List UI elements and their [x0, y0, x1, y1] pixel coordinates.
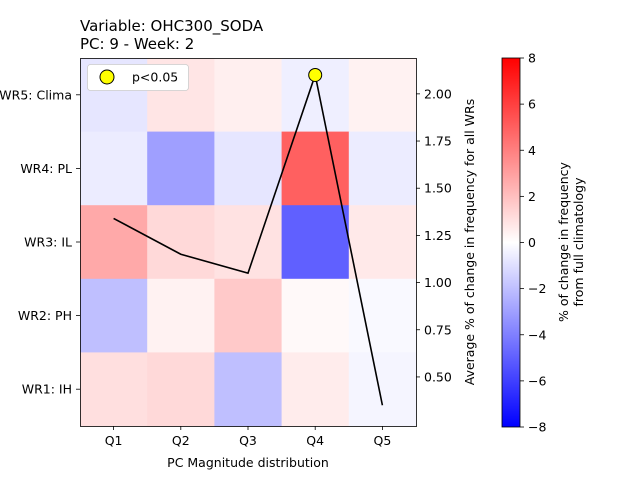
x-tick-label: Q1 [105, 433, 123, 448]
heatmap-cell [80, 278, 148, 353]
plot-frame [80, 58, 417, 427]
legend-box [87, 64, 189, 91]
colorbar-tick-label: 0 [528, 235, 536, 250]
legend: p<0.05 [87, 64, 189, 91]
right-tick-label: 1.25 [424, 228, 452, 243]
heatmap-cell [348, 131, 417, 206]
heatmap-cell [348, 352, 417, 427]
colorbar-tick-label: −8 [528, 420, 546, 435]
right-tick-label: 0.50 [424, 369, 452, 384]
colorbar-tick-label: 4 [528, 143, 536, 158]
y-tick-label: WR4: PL [20, 161, 72, 176]
heatmap-cell [281, 131, 350, 206]
colorbar-label-line-2: from full climatology [571, 177, 586, 307]
heatmap-cell [80, 352, 148, 427]
colorbar-tick-label: −6 [528, 373, 546, 388]
heatmap-cell [281, 205, 350, 280]
right-tick-label: 1.50 [424, 181, 452, 196]
heatmap-cell [214, 278, 283, 353]
right-axis-label: Average % of change in frequency for all… [462, 99, 477, 386]
colorbar: −8 −6 −4 −2 0 2 4 6 8 % of change in frequency f… [501, 51, 586, 435]
right-tick-label: 0.75 [424, 322, 452, 337]
x-tick-label: Q4 [306, 433, 324, 448]
right-tick-label: 2.00 [424, 86, 452, 101]
heatmap-cell [147, 352, 215, 427]
significance-markers [308, 67, 323, 82]
heatmap-cell [214, 352, 283, 427]
x-tick-label: Q5 [374, 433, 392, 448]
significance-marker [308, 67, 323, 82]
heatmap-cell [147, 131, 215, 206]
right-tick-label: 1.75 [424, 134, 452, 149]
heatmap-cell [348, 205, 417, 280]
heatmap-cells [80, 58, 417, 427]
chart-title-line-2: PC: 9 - Week: 2 [80, 35, 194, 53]
legend-entry-label: p<0.05 [132, 70, 178, 85]
legend-marker-icon [99, 69, 115, 85]
colorbar-tick-label: 2 [528, 189, 536, 204]
colorbar-tick-label: −2 [528, 281, 546, 296]
y-tick-label: WR5: Clima [0, 87, 72, 102]
colorbar-label-line-1: % of change in frequency [556, 161, 571, 322]
y-tick-label: WR1: IH [22, 382, 72, 397]
colorbar-tick-label: 6 [528, 97, 536, 112]
line-series-path [113, 71, 384, 406]
line-series-layer [113, 71, 384, 406]
heatmap-cell [281, 352, 350, 427]
heatmap-cell [214, 131, 283, 206]
x-axis-ticks: Q1 Q2 Q3 Q4 Q5 [105, 426, 392, 448]
y-axis-ticks: WR5: Clima WR4: PL WR3: IL WR2: PH WR1: IH [0, 87, 80, 397]
colorbar-tick-label: −4 [528, 327, 546, 342]
y-tick-label: WR3: IL [24, 235, 72, 250]
heatmap-cell [80, 131, 148, 206]
colorbar-ticks: −8 −6 −4 −2 0 2 4 6 8 [520, 51, 546, 435]
colorbar-gradient [501, 57, 521, 428]
x-tick-label: Q2 [172, 433, 190, 448]
heatmap-cell [80, 205, 148, 280]
x-axis-label: PC Magnitude distribution [167, 455, 329, 470]
heatmap-cell [348, 58, 417, 133]
heatmap-cell [281, 278, 350, 353]
right-axis-ticks: 0.50 0.75 1.00 1.25 1.50 1.75 2.00 [416, 86, 452, 384]
chart-title-line-1: Variable: OHC300_SODA [80, 17, 264, 36]
colorbar-tick-label: 8 [528, 51, 536, 66]
heatmap-cell [348, 278, 417, 353]
heatmap-cell [147, 278, 215, 353]
heatmap-cell [214, 58, 283, 133]
heatmap-cell [214, 205, 283, 280]
y-tick-label: WR2: PH [18, 308, 72, 323]
x-tick-label: Q3 [239, 433, 257, 448]
right-tick-label: 1.00 [424, 275, 452, 290]
